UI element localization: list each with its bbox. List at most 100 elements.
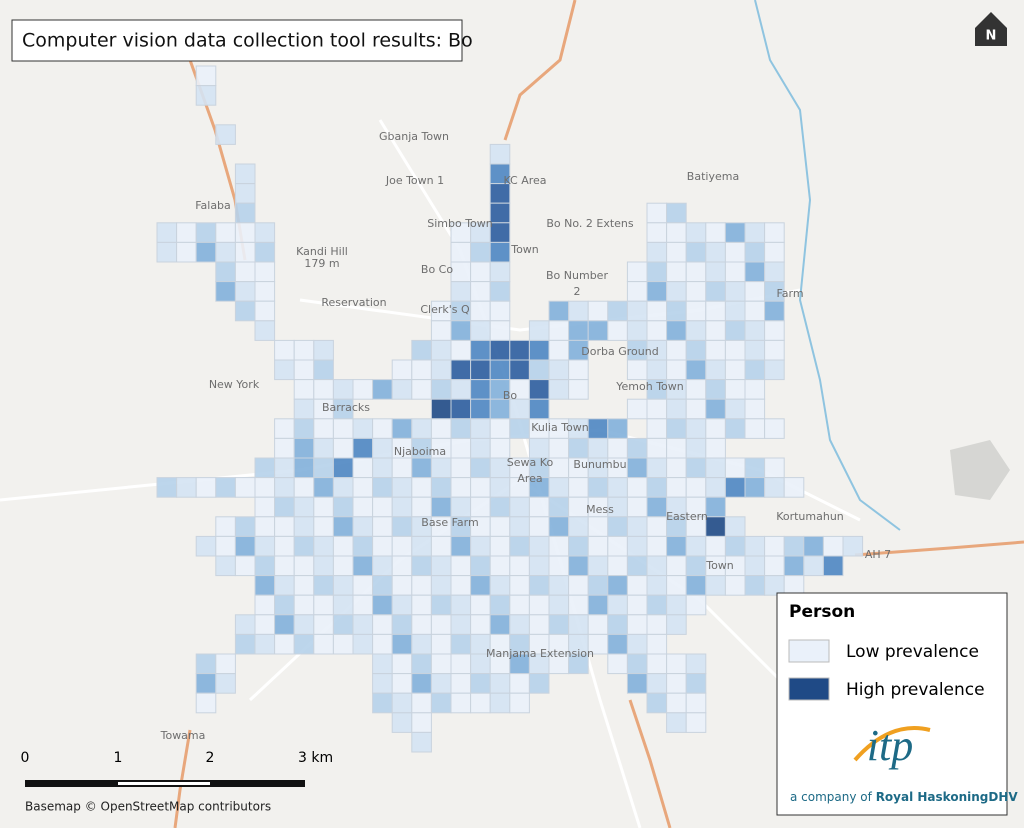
grid-cell <box>391 418 413 439</box>
grid-cell <box>391 575 413 596</box>
grid-cell <box>470 535 491 557</box>
legend: Person Low prevalence High prevalence it… <box>776 592 1018 816</box>
scale-bar: 0 1 2 3 km <box>21 750 333 787</box>
grid-cell <box>509 496 530 518</box>
grid-cell <box>274 339 295 361</box>
grid-cell <box>646 281 668 302</box>
grid-cell <box>470 692 491 714</box>
grid-cell <box>724 477 746 498</box>
grid-cell <box>744 477 766 498</box>
grid-cell <box>685 261 707 283</box>
grid-cell <box>195 241 217 263</box>
grid-cell <box>607 300 628 322</box>
grid-cell <box>528 535 550 557</box>
grid-cell <box>666 359 687 381</box>
grid-cell <box>607 614 628 635</box>
grid-cell <box>489 202 511 224</box>
place-label: Sewa Ko <box>507 456 554 469</box>
grid-cell <box>528 516 550 537</box>
grid-cell <box>685 673 707 694</box>
grid-cell <box>705 320 726 341</box>
grid-cell <box>705 496 726 518</box>
grid-cell <box>293 516 315 537</box>
grid-cell <box>254 300 276 322</box>
north-arrow: N <box>975 12 1007 46</box>
grid-cell <box>646 437 668 459</box>
grid-cell <box>176 222 197 243</box>
grid-cell <box>744 320 766 341</box>
grid-cell <box>587 575 609 596</box>
grid-cell <box>744 457 766 479</box>
grid-cell <box>528 320 550 341</box>
grid-cell <box>352 555 374 577</box>
place-label: Towama <box>160 729 206 742</box>
legend-title: Person <box>789 602 855 622</box>
grid-cell <box>685 398 707 420</box>
grid-cell <box>764 320 785 341</box>
grid-cell <box>411 712 432 733</box>
grid-cell <box>626 457 648 479</box>
grid-cell <box>430 379 452 400</box>
grid-cell <box>411 339 432 361</box>
legend-label: High prevalence <box>846 680 985 700</box>
grid-cell <box>666 555 687 577</box>
grid-cell <box>293 339 315 361</box>
grid-cell <box>411 692 432 714</box>
grid-cell <box>568 575 589 596</box>
grid-cell <box>705 437 726 459</box>
grid-cell <box>274 575 295 596</box>
grid-cell <box>372 477 393 498</box>
grid-cell <box>293 437 315 459</box>
grid-cell <box>293 477 315 498</box>
grid-cell <box>528 555 550 577</box>
grid-cell <box>274 555 295 577</box>
grid-cell <box>568 516 589 537</box>
grid-cell <box>450 673 472 694</box>
grid-cell <box>528 673 550 694</box>
grid-cell <box>646 359 668 381</box>
grid-cell <box>156 477 178 498</box>
grid-cell <box>685 339 707 361</box>
grid-cell <box>293 575 315 596</box>
place-label: Town <box>510 243 539 256</box>
grid-cell <box>293 614 315 635</box>
grid-cell <box>489 281 511 302</box>
grid-cell <box>391 673 413 694</box>
grid-cell <box>293 633 315 655</box>
grid-cell <box>332 614 354 635</box>
grid-cell <box>430 594 452 616</box>
grid-cell <box>274 594 295 616</box>
grid-cell <box>234 535 256 557</box>
grid-cell <box>548 516 570 537</box>
grid-cell <box>568 300 589 322</box>
grid-cell <box>430 320 452 341</box>
grid-cell <box>548 359 570 381</box>
grid-cell <box>313 477 334 498</box>
grid-cell <box>685 359 707 381</box>
grid-cell <box>626 673 648 694</box>
grid-cell <box>215 222 236 243</box>
grid-cell <box>666 457 687 479</box>
grid-cell <box>391 555 413 577</box>
place-label: Kulia Town <box>531 421 589 434</box>
grid-cell <box>470 379 491 400</box>
grid-cell <box>587 516 609 537</box>
grid-cell <box>430 496 452 518</box>
grid-cell <box>411 359 432 381</box>
grid-cell <box>646 300 668 322</box>
grid-cell <box>764 535 785 557</box>
grid-cell <box>430 457 452 479</box>
grid-cell <box>705 477 726 498</box>
grid-cell <box>470 300 491 322</box>
grid-cell <box>724 398 746 420</box>
grid-cell <box>254 457 276 479</box>
grid-cell <box>666 398 687 420</box>
grid-cell <box>215 555 236 577</box>
grid-cell <box>372 673 393 694</box>
grid-cell <box>705 535 726 557</box>
grid-cell <box>430 555 452 577</box>
grid-cell <box>195 535 217 557</box>
grid-cell <box>626 575 648 596</box>
place-label: Manjama Extension <box>486 647 594 660</box>
grid-cell <box>744 241 766 263</box>
